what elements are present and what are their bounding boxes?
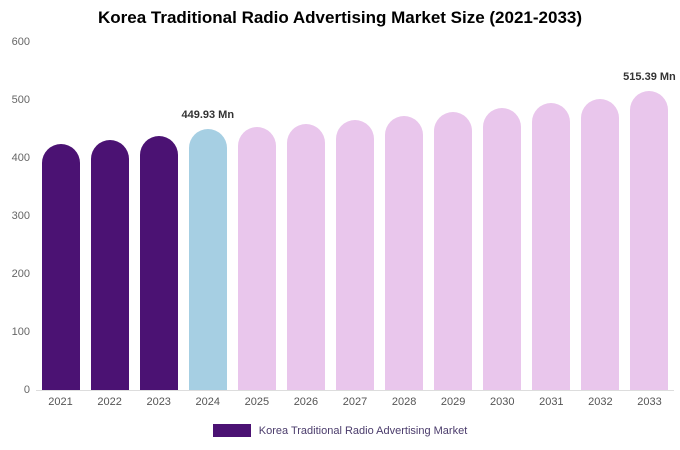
bar-cell	[232, 42, 281, 390]
legend: Korea Traditional Radio Advertising Mark…	[0, 424, 680, 437]
data-label: 449.93 Mn	[181, 109, 235, 122]
bar-2030	[483, 107, 522, 390]
bar-2023	[139, 135, 178, 390]
bar-2029	[434, 112, 473, 390]
x-axis-label: 2029	[440, 396, 466, 408]
x-axis-label: 2033	[637, 396, 662, 408]
y-axis-tick-label: 300	[11, 210, 30, 222]
bar-cell	[576, 42, 625, 390]
bar-2033	[630, 91, 669, 390]
y-axis-tick-label: 200	[11, 268, 30, 280]
bar-cell	[134, 42, 183, 390]
bar-2028	[385, 116, 424, 390]
bar-cell	[380, 42, 429, 390]
chart-title: Korea Traditional Radio Advertising Mark…	[97, 8, 583, 27]
x-axis-label: 2021	[48, 396, 73, 408]
bar-2024	[188, 129, 227, 390]
bar-2025	[237, 127, 276, 390]
bar-cell	[478, 42, 527, 390]
y-axis-tick-label: 600	[11, 36, 30, 48]
y-axis-tick-label: 400	[11, 152, 30, 164]
bar-cell	[330, 42, 379, 390]
x-axis-label: 2026	[293, 396, 319, 408]
x-axis-label: 2027	[342, 396, 368, 408]
bar-2021	[41, 143, 80, 390]
plot-area: 0 100 200 300 400 500 600 449.93 Mn 515.39 Mn	[12, 36, 676, 396]
bars-group: 449.93 Mn 515.39 Mn	[36, 42, 676, 390]
bar-cell: 515.39 Mn	[623, 42, 676, 390]
x-axis-label: 2031	[539, 396, 564, 408]
bar-2031	[532, 103, 571, 390]
y-axis-tick-label: 0	[23, 384, 30, 396]
bar-cell	[429, 42, 478, 390]
y-axis-tick-label: 100	[11, 326, 30, 338]
bar-cell	[85, 42, 134, 390]
bar-2022	[90, 140, 129, 390]
bar-cell	[36, 42, 85, 390]
y-axis-tick-label: 500	[11, 94, 30, 106]
bar-2027	[336, 120, 374, 390]
bar-cell	[527, 42, 576, 390]
bar-cell: 449.93 Mn	[181, 42, 234, 390]
x-axis-label: 2023	[146, 396, 171, 408]
bar-2026	[286, 124, 325, 390]
x-axis-labels: 2021 2022 2023 2024 2025 2026 2027 2028 2029 2030…	[36, 396, 674, 408]
data-label: 515.39 Mn	[623, 71, 676, 84]
legend-label: Korea Traditional Radio Advertising Mark…	[258, 424, 468, 437]
x-axis-label: 2032	[588, 396, 613, 408]
bar-2032	[581, 98, 620, 390]
x-axis-label: 2022	[97, 396, 122, 408]
x-axis-label: 2025	[244, 396, 270, 408]
x-axis-label: 2030	[490, 396, 515, 408]
x-axis-label: 2028	[391, 396, 417, 408]
x-axis-line	[36, 390, 674, 391]
bar-cell	[281, 42, 330, 390]
legend-swatch	[212, 424, 251, 437]
x-axis-label: 2024	[195, 396, 221, 408]
